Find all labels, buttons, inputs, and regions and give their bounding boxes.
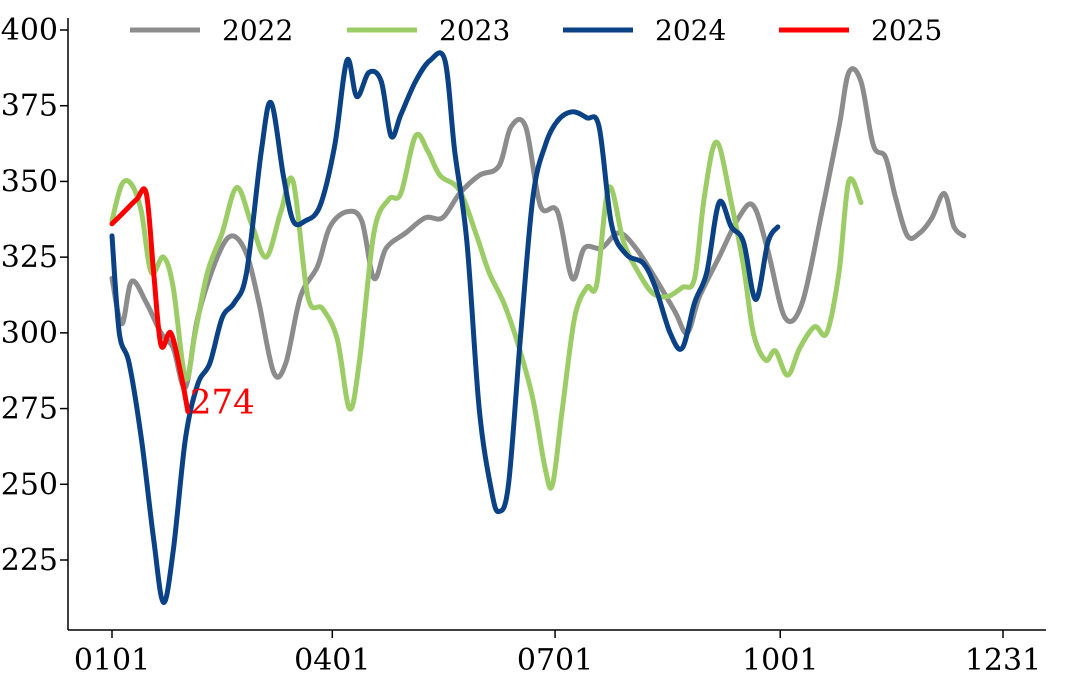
y-tick-label: 275: [1, 392, 58, 427]
legend-label-2025: 2025: [871, 14, 942, 47]
legend-label-2022: 2022: [222, 14, 293, 47]
x-tick-label: 1001: [742, 643, 818, 675]
y-tick-label: 250: [1, 467, 58, 502]
annotation-label: 274: [190, 383, 255, 423]
series-line-2022: [109, 66, 967, 391]
y-tick-label: 300: [1, 316, 58, 351]
series-line-2025: [109, 186, 191, 415]
x-tick-label: 0401: [294, 643, 370, 675]
series-lines: [109, 50, 967, 605]
legend: 2022 2023 2024 2025: [130, 14, 942, 47]
annotations: 274: [190, 383, 255, 423]
x-tick-label: 1231: [965, 643, 1041, 675]
y-tick-label: 225: [1, 543, 58, 578]
y-tick-label: 375: [1, 89, 58, 124]
series-line-2023: [109, 131, 864, 491]
y-tick-label: 350: [1, 164, 58, 199]
y-tick-label: 325: [1, 240, 58, 275]
series-line-2024: [109, 50, 781, 605]
axes: 225 250 275 300 325 350 375 400 0101 0401 0701 1001…: [1, 13, 1046, 675]
y-tick-label: 400: [1, 13, 58, 48]
legend-label-2023: 2023: [439, 14, 510, 47]
x-tick-label: 0101: [74, 643, 150, 675]
legend-label-2024: 2024: [655, 14, 726, 47]
x-tick-label: 0701: [517, 643, 593, 675]
